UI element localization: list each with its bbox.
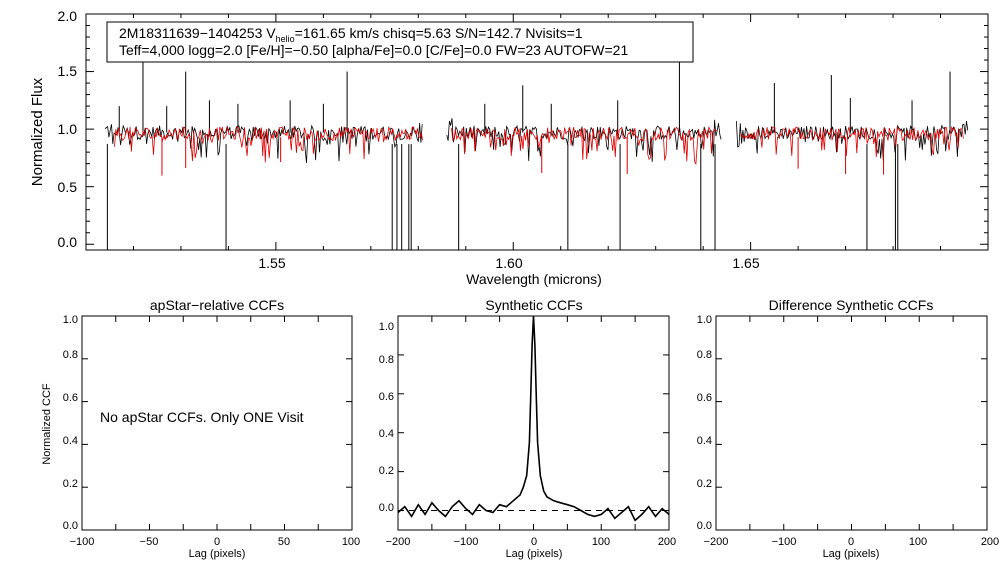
difference-ccf-ytick: 0.4 bbox=[697, 435, 712, 447]
difference-ccf-title: Difference Synthetic CCFs bbox=[769, 297, 934, 313]
apstar-ccf-title: apStar−relative CCFs bbox=[150, 297, 284, 313]
apstar-ccf-ytick: 0.2 bbox=[63, 478, 78, 490]
synthetic-ccf-xtick: −100 bbox=[454, 536, 479, 548]
difference-ccf-xtick: 0 bbox=[848, 536, 854, 548]
apstar-ccf-panel: apStar−relative CCFs No apStar CCFs. Onl… bbox=[41, 297, 360, 560]
info-box bbox=[106, 21, 694, 63]
synthetic-ccf-ytick: 0.4 bbox=[379, 428, 394, 440]
info-line-2: Teff=4,000 logg=2.0 [Fe/H]=−0.50 [alpha/… bbox=[119, 42, 628, 58]
synthetic-ccf-xtick: −200 bbox=[386, 536, 411, 548]
spectrum-ytick-label: 1.0 bbox=[58, 121, 78, 137]
apstar-ccf-ytick: 0.6 bbox=[63, 392, 78, 404]
synthetic-ccf-ytick: 0.2 bbox=[379, 465, 394, 477]
apstar-ccf-xtick: 0 bbox=[214, 536, 220, 548]
synthetic-ccf-panel: Synthetic CCFs Lag (pixels) −200 −100 0 … bbox=[379, 297, 676, 560]
apstar-ccf-ytick: 1.0 bbox=[63, 314, 78, 326]
spectrum-ytick-label: 1.5 bbox=[58, 63, 78, 79]
synthetic-ccf-xtick: 0 bbox=[531, 536, 537, 548]
difference-ccf-ytick: 0.8 bbox=[697, 349, 712, 361]
spectrum-plot-area bbox=[104, 46, 969, 250]
spectrum-xtick-label: 1.65 bbox=[732, 255, 759, 271]
apstar-ccf-xtick: −50 bbox=[140, 536, 159, 548]
spectrum-panel: 1.55 1.60 1.65 0.0 0.5 1.0 1.5 2.0 Wavel… bbox=[29, 8, 989, 287]
difference-ccf-xtick: 100 bbox=[909, 536, 927, 548]
model-spectrum-line bbox=[114, 125, 423, 163]
model-spectrum-line bbox=[451, 125, 717, 166]
info-line-1: 2M18311639−1404253 Vhelio=161.65 km/s ch… bbox=[119, 25, 583, 44]
difference-ccf-ticks bbox=[715, 315, 988, 531]
difference-ccf-frame bbox=[715, 315, 988, 531]
apstar-ccf-ticks bbox=[81, 315, 353, 531]
synthetic-ccf-ytick: 0.6 bbox=[379, 391, 394, 403]
synthetic-ccf-xlabel: Lag (pixels) bbox=[506, 548, 563, 560]
synthetic-ccf-ytick: 1.0 bbox=[379, 321, 394, 333]
synthetic-ccf-ytick: 0.0 bbox=[379, 502, 394, 514]
synthetic-ccf-frame bbox=[397, 315, 670, 531]
difference-ccf-xtick: −200 bbox=[704, 536, 729, 548]
apstar-ccf-ytick: 0.4 bbox=[63, 435, 78, 447]
synthetic-ccf-xtick: 100 bbox=[592, 536, 610, 548]
difference-ccf-ytick: 0.6 bbox=[697, 392, 712, 404]
synthetic-ccf-title: Synthetic CCFs bbox=[485, 297, 582, 313]
synthetic-ccf-xtick: 200 bbox=[658, 536, 676, 548]
apstar-ccf-ylabel: Normalized CCF bbox=[41, 383, 53, 465]
difference-ccf-xtick: −100 bbox=[772, 536, 797, 548]
apstar-ccf-ytick: 0.0 bbox=[63, 520, 78, 532]
difference-ccf-xtick: 200 bbox=[981, 536, 999, 548]
synthetic-ccf-ticks bbox=[397, 315, 670, 530]
spectrum-xlabel: Wavelength (microns) bbox=[466, 271, 602, 287]
difference-ccf-panel: Difference Synthetic CCFs Lag (pixels) −… bbox=[697, 297, 999, 560]
spectrum-xtick-label: 1.60 bbox=[495, 255, 522, 271]
apstar-ccf-xtick: −100 bbox=[70, 536, 95, 548]
apstar-ccf-message: No apStar CCFs. Only ONE Visit bbox=[100, 409, 304, 425]
spectrum-xtick-label: 1.55 bbox=[258, 255, 285, 271]
difference-ccf-ytick: 0.2 bbox=[697, 478, 712, 490]
apstar-ccf-xtick: 100 bbox=[342, 536, 360, 548]
spectrum-ticks bbox=[86, 13, 988, 250]
synthetic-ccf-plot-area bbox=[397, 315, 670, 522]
difference-ccf-xlabel: Lag (pixels) bbox=[823, 548, 880, 560]
apstar-ccf-ytick: 0.8 bbox=[63, 349, 78, 361]
spectrum-ytick-label: 2.0 bbox=[58, 8, 78, 24]
apstar-ccf-xlabel: Lag (pixels) bbox=[189, 548, 246, 560]
spectrum-ytick-label: 0.5 bbox=[58, 179, 78, 195]
synthetic-ccf-ytick: 0.8 bbox=[379, 354, 394, 366]
spectrum-ylabel: Normalized Flux bbox=[29, 77, 46, 186]
model-spectrum-line bbox=[740, 125, 964, 158]
info-star-id: 2M18311639−1404253 V bbox=[119, 25, 276, 41]
difference-ccf-ytick: 0.0 bbox=[697, 520, 712, 532]
spectrum-ytick-label: 0.0 bbox=[58, 234, 78, 250]
difference-ccf-ytick: 1.0 bbox=[697, 314, 712, 326]
apstar-ccf-xtick: 50 bbox=[278, 536, 290, 548]
synthetic-ccf-line bbox=[397, 315, 670, 522]
info-stats: =161.65 km/s chisq=5.63 S/N=142.7 Nvisit… bbox=[295, 25, 583, 41]
spectrum-frame bbox=[85, 13, 989, 251]
info-subscript: helio bbox=[276, 34, 295, 44]
